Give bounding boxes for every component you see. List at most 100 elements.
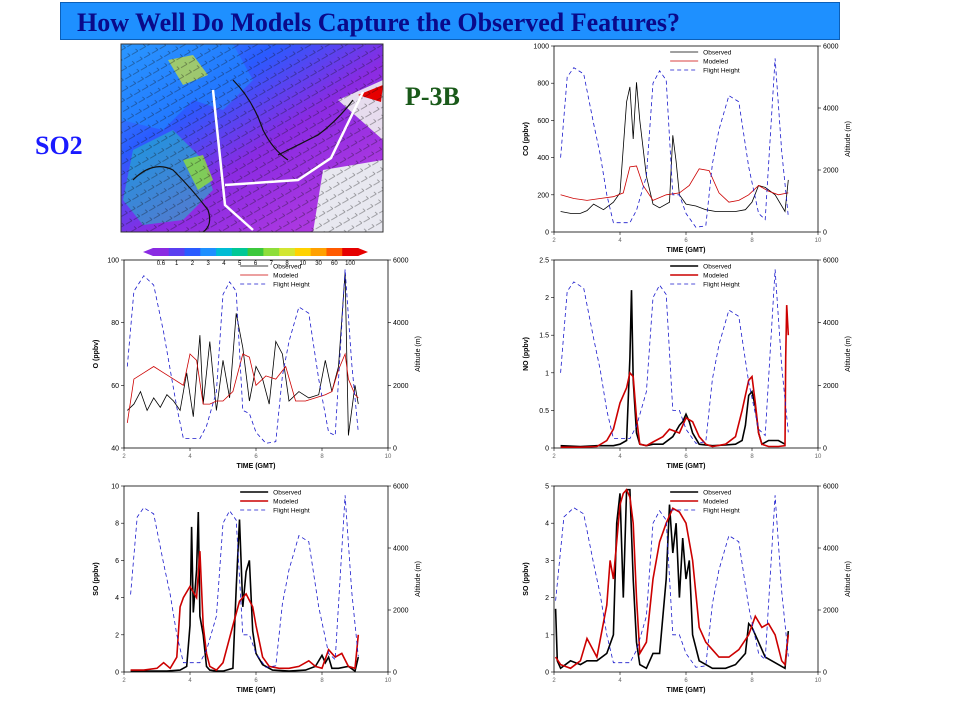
series-line-modeled	[560, 305, 790, 448]
y-tick-label: 2	[545, 595, 549, 602]
y2-tick-label: 6000	[823, 258, 839, 265]
y-tick-label: 1000	[533, 44, 549, 51]
colorbar-tick-label: 0.6	[157, 261, 166, 267]
y-tick-label: 6	[115, 558, 119, 565]
legend-label: Modeled	[703, 59, 728, 66]
x-tick-label: 8	[750, 454, 754, 460]
y2-tick-label: 2000	[393, 608, 409, 615]
y2-tick-label: 2000	[823, 168, 839, 175]
colorbar-tick-label: 5	[238, 261, 242, 267]
colorbar-tick-label: 4	[222, 261, 226, 267]
x-tick-label: 4	[618, 678, 622, 684]
y2-tick-label: 6000	[823, 44, 839, 51]
colorbar-tick-label: 7	[270, 261, 274, 267]
chart-so2-b: 0 1 2 3 4 5 0 2000 4000 6000 2 4 6 8 10 TIME (GMT) SO (p…	[523, 484, 852, 695]
so2-map: 0.6 1 2 3 4 5 6 7 8 10 30 60 100	[120, 43, 384, 267]
y-tick-label: 0	[115, 670, 119, 677]
colorbar-swatch	[310, 248, 327, 256]
series-line-flight-height	[126, 269, 359, 444]
y-tick-label: 600	[537, 118, 549, 125]
series-line-modeled	[560, 165, 789, 203]
y-tick-label: 200	[537, 192, 549, 199]
legend-label: Flight Height	[703, 508, 740, 515]
y2-axis-label: Altitude (m)	[845, 121, 852, 157]
series-line-modeled	[130, 551, 360, 672]
y-tick-label: 2.5	[539, 258, 549, 265]
x-tick-label: 2	[552, 238, 556, 244]
y-tick-label: 1.5	[539, 333, 549, 340]
y2-tick-label: 6000	[823, 484, 839, 491]
y-tick-label: 4	[545, 521, 549, 528]
y2-tick-label: 2000	[823, 383, 839, 390]
x-tick-label: 2	[122, 454, 126, 460]
y-axis-label: SO (ppbv)	[93, 562, 100, 595]
x-tick-label: 6	[684, 238, 688, 244]
x-tick-label: 2	[552, 678, 556, 684]
y-axis-label: CO (ppbv)	[523, 122, 530, 156]
colorbar-tick-label: 10	[299, 261, 306, 267]
y2-axis-label: Altitude (m)	[845, 561, 852, 597]
series-line-flight-height	[560, 58, 789, 228]
colorbar-tick-label: 3	[207, 261, 211, 267]
y-tick-label: 40	[111, 446, 119, 453]
y-tick-label: 60	[111, 383, 119, 390]
series-line-flight-height	[130, 495, 359, 668]
y-tick-label: 0	[545, 446, 549, 453]
x-tick-label: 8	[320, 454, 324, 460]
y-axis-label: SO (ppbv)	[523, 562, 530, 595]
x-tick-label: 6	[684, 454, 688, 460]
p3b-label: P-3B	[405, 82, 460, 111]
y-tick-label: 2	[115, 632, 119, 639]
x-tick-label: 2	[122, 678, 126, 684]
legend-label: Observed	[273, 264, 302, 271]
series-line-flight-height	[560, 269, 789, 444]
y-tick-label: 1	[545, 632, 549, 639]
colorbar-swatch	[153, 248, 170, 256]
x-tick-label: 10	[815, 238, 822, 244]
y-tick-label: 4	[115, 595, 119, 602]
flight-track	[211, 89, 254, 231]
y-tick-label: 400	[537, 155, 549, 162]
y2-axis-label: Altitude (m)	[845, 336, 852, 372]
y2-axis-label: Altitude (m)	[415, 336, 422, 372]
series-line-flight-height	[555, 495, 789, 668]
y2-tick-label: 0	[393, 670, 397, 677]
plot-frame	[123, 485, 389, 673]
chart-co: 0 200 400 600 800 1000 0 2000 4000 6000 2 4 6 8 10 TIME…	[523, 44, 852, 255]
colorbar-tick-label: 30	[315, 261, 322, 267]
y-tick-label: 0	[545, 230, 549, 237]
x-tick-label: 6	[684, 678, 688, 684]
x-axis-label: TIME (GMT)	[237, 463, 276, 470]
colorbar-swatch	[279, 248, 296, 256]
y-tick-label: 100	[107, 258, 119, 265]
y-tick-label: 0	[545, 670, 549, 677]
x-tick-label: 4	[188, 454, 192, 460]
y-axis-label: O (ppbv)	[93, 340, 100, 369]
colorbar-swatch	[247, 248, 264, 256]
legend-label: Modeled	[703, 273, 728, 280]
x-tick-label: 6	[254, 678, 258, 684]
y2-tick-label: 2000	[393, 383, 409, 390]
x-tick-label: 10	[815, 678, 822, 684]
legend-label: Modeled	[273, 499, 298, 506]
y2-tick-label: 6000	[393, 484, 409, 491]
colorbar-tick-label: 6	[254, 261, 258, 267]
x-axis-label: TIME (GMT)	[667, 687, 706, 694]
colorbar: 0.6 1 2 3 4 5 6 7 8 10 30 60 100	[143, 248, 368, 267]
x-tick-label: 10	[385, 454, 392, 460]
series-line-observed	[130, 511, 360, 673]
y-tick-label: 800	[537, 81, 549, 88]
colorbar-swatch	[326, 248, 343, 256]
colorbar-swatch	[231, 248, 249, 256]
x-axis-label: TIME (GMT)	[667, 247, 706, 254]
y2-tick-label: 4000	[823, 320, 839, 327]
x-axis-label: TIME (GMT)	[237, 687, 276, 694]
x-tick-label: 2	[552, 454, 556, 460]
colorbar-tick-label: 60	[331, 261, 338, 267]
colorbar-tick-label: 1	[175, 261, 179, 267]
colorbar-swatch	[216, 248, 233, 256]
legend-label: Flight Height	[273, 282, 310, 289]
y-axis-label: NO (ppbv)	[523, 337, 530, 371]
y-tick-label: 80	[111, 320, 119, 327]
y2-tick-label: 0	[823, 670, 827, 677]
